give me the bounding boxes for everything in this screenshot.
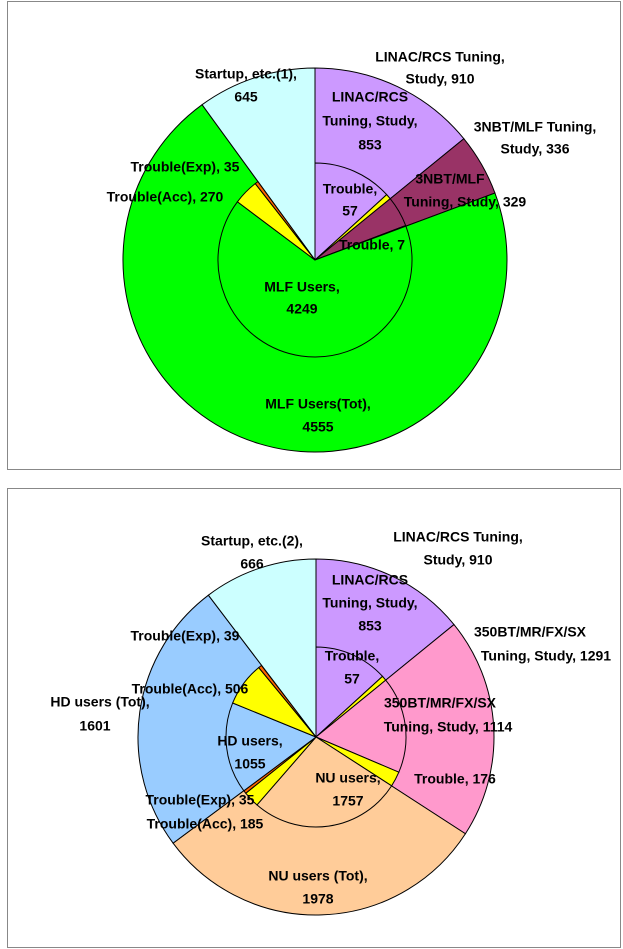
slice-label: NU users, (315, 770, 380, 786)
slice-label: Study, 910 (406, 71, 475, 87)
slice-label: Trouble, 7 (339, 237, 405, 253)
slice-label: Trouble(Exp), 35 (146, 792, 255, 808)
outer-slice (207, 558, 317, 739)
slice-label: LINAC/RCS Tuning, (393, 529, 523, 545)
slice-label: Trouble, 176 (414, 771, 496, 787)
slice-label: Trouble, (325, 648, 379, 664)
slice-label: 853 (358, 618, 382, 634)
slice-label: HD users (Tot), (50, 694, 149, 710)
inner-slice (315, 646, 384, 739)
inner-slice (315, 679, 407, 773)
slice-label: Tuning, Study, (322, 113, 417, 129)
inner-slice (217, 201, 413, 358)
slice-label: 1757 (332, 793, 363, 809)
slice-label: MLF Users, (264, 279, 339, 295)
slice-label: LINAC/RCS (332, 572, 408, 588)
inner-slice (258, 664, 317, 738)
slice-label: 645 (234, 89, 258, 105)
slice-label: 1055 (234, 756, 265, 772)
inner-slice (225, 702, 318, 792)
slice-label: Trouble, (323, 181, 377, 197)
slice-label: Tuning, Study, 1291 (481, 648, 611, 664)
slice-label: 4249 (286, 301, 317, 317)
slice-label: MLF Users(Tot), (265, 396, 371, 412)
slice-label: Trouble(Acc), 506 (132, 681, 249, 697)
slice-label: 1978 (302, 891, 333, 907)
inner-slice (314, 162, 388, 262)
slice-label: Trouble(Exp), 35 (131, 159, 240, 175)
slice-label: LINAC/RCS Tuning, (375, 49, 505, 65)
slice-label: 1601 (79, 718, 110, 734)
slice-label: Trouble(Exp), 39 (131, 628, 240, 644)
slice-label: Tuning, Study, (322, 595, 417, 611)
inner-slice (256, 736, 393, 828)
slice-label: Startup, etc.(2), (201, 533, 303, 549)
slice-label: 4555 (302, 419, 333, 435)
slice-label: LINAC/RCS (332, 89, 408, 105)
slice-label: Study, 336 (501, 141, 570, 157)
chart-frame (7, 1, 621, 470)
slice-label: 350BT/MR/FX/SX (384, 695, 497, 711)
slice-label: Tuning, Study, 329 (404, 194, 527, 210)
outer-slice (137, 594, 317, 844)
slice-label: Tuning, Study, 1114 (384, 719, 513, 735)
slice-label: NU users (Tot), (268, 868, 367, 884)
slice-label: Trouble(Acc), 185 (147, 816, 264, 832)
slice-label: 3NBT/MLF Tuning, (474, 119, 597, 135)
slice-label: 3NBT/MLF (415, 171, 485, 187)
slice-label: Startup, etc.(1), (195, 66, 297, 82)
slice-label: 853 (358, 137, 382, 153)
slice-label: HD users, (217, 733, 282, 749)
inner-slice (254, 180, 316, 261)
slice-label: Study, 910 (424, 552, 493, 568)
outer-slice (201, 67, 316, 262)
slice-label: 57 (342, 203, 358, 219)
chart-frame (7, 488, 621, 948)
slice-label: 57 (344, 671, 360, 687)
slice-label: Trouble(Acc), 270 (107, 189, 224, 205)
slice-label: 666 (240, 556, 264, 572)
slice-label: 350BT/MR/FX/SX (474, 624, 587, 640)
